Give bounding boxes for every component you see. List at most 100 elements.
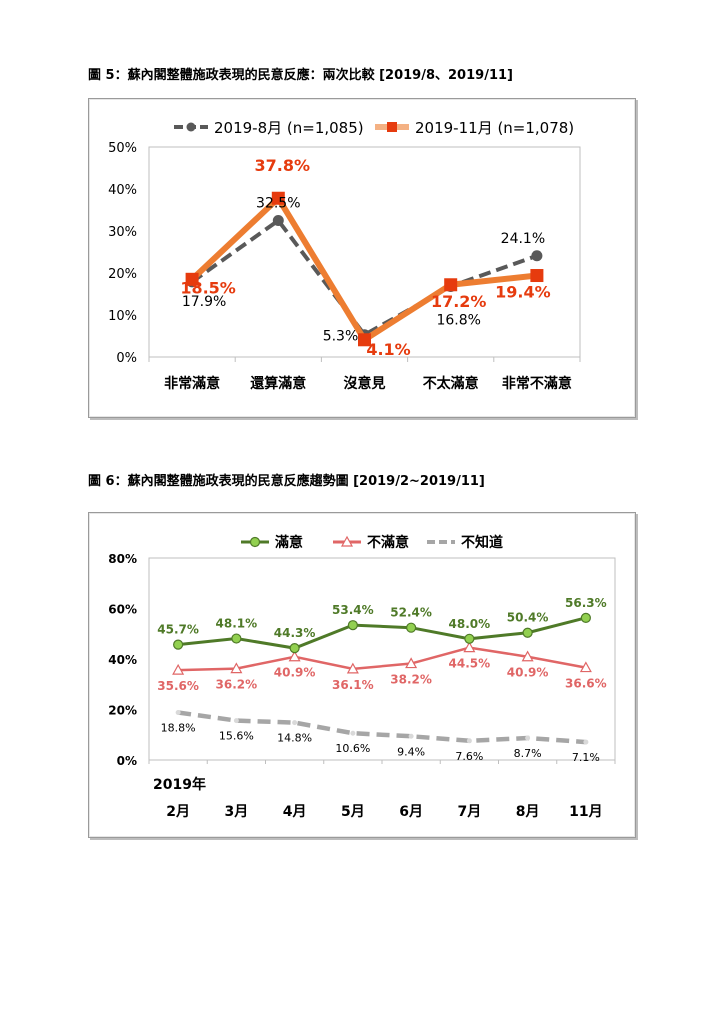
series-satisfied-point [173, 639, 184, 650]
figure-5-chart: 0% 10% 20% 30% 40% 50% 非常滿意 還算滿意 沒意見 不太滿意 非常不滿意 201… [108, 119, 581, 392]
data-label-aug: 24.1% [501, 231, 545, 247]
data-label-dontknow: 18.8% [161, 722, 196, 735]
series-dontknow-line [177, 710, 587, 745]
x-category-label: 4月 [283, 804, 307, 820]
series-dontknow-point [175, 710, 181, 716]
data-label-satisfied: 50.4% [507, 611, 549, 625]
x-category-label: 非常不滿意 [502, 375, 572, 392]
y-tick-label: 10% [108, 309, 137, 324]
series-dontknow-point [292, 720, 298, 726]
series-dontknow-point [525, 735, 531, 741]
figure-6-frame: 0% 20% 40% 60% 80% 2019年 2月 3月 4月 5月 6月 7月 8月 11月 滿意 不滿… [88, 512, 636, 838]
series-aug-point [272, 215, 284, 226]
data-label-dontknow: 7.1% [572, 751, 600, 764]
series-satisfied-point [231, 633, 242, 644]
y-tick-label: 80% [108, 552, 137, 566]
data-label-dissatisfied: 36.1% [332, 678, 374, 692]
x-category-label: 非常滿意 [164, 375, 220, 392]
data-label-dissatisfied: 40.9% [507, 666, 549, 680]
series-satisfied-point [289, 643, 300, 654]
data-label-dontknow: 8.7% [514, 747, 542, 760]
series-satisfied-point [464, 633, 475, 644]
series-nov-point [444, 278, 458, 292]
data-label-dissatisfied: 36.6% [565, 677, 607, 691]
data-label-aug: 16.8% [436, 312, 480, 328]
data-label-aug: 17.9% [182, 294, 226, 310]
data-label-dissatisfied: 35.6% [157, 679, 199, 693]
data-label-nov: 19.4% [495, 283, 551, 302]
data-label-dontknow: 15.6% [219, 730, 254, 743]
y-tick-label: 50% [108, 141, 137, 156]
data-label-satisfied: 53.4% [332, 603, 374, 617]
x-category-label: 不太滿意 [423, 375, 479, 392]
series-satisfied-point [580, 612, 591, 623]
y-tick-label: 60% [108, 603, 137, 617]
y-tick-label: 20% [108, 267, 137, 282]
y-tick-label: 40% [108, 653, 137, 667]
series-dontknow-point [350, 730, 356, 736]
legend-label: 不知道 [461, 534, 503, 551]
y-tick-label: 30% [108, 225, 137, 240]
series-dissatisfied-point [346, 662, 359, 674]
series-satisfied-line [177, 616, 587, 650]
data-label-dissatisfied: 44.5% [449, 657, 491, 671]
series-dissatisfied-line [178, 646, 587, 672]
series-dissatisfied-point [463, 641, 476, 653]
series-aug-point [531, 250, 543, 262]
data-label-satisfied: 48.0% [449, 617, 491, 631]
series-nov-point [185, 272, 199, 286]
x-category-label: 8月 [516, 804, 540, 820]
data-label-dontknow: 14.8% [277, 732, 312, 745]
series-dissatisfied-point [172, 663, 185, 675]
x-category-label: 沒意見 [344, 375, 386, 392]
legend-marker-dissatisfied [340, 535, 354, 547]
series-satisfied-point [522, 627, 533, 638]
series-nov-line [190, 195, 538, 343]
y-tick-label: 40% [108, 183, 137, 198]
series-dissatisfied-point [405, 657, 418, 669]
series-aug-line [190, 218, 538, 337]
x-category-label: 還算滿意 [250, 375, 306, 392]
legend-marker-aug [186, 122, 196, 132]
legend-label: 滿意 [274, 534, 303, 551]
x-category-label: 5月 [341, 804, 365, 820]
y-tick-label: 0% [117, 754, 137, 768]
series-dissatisfied-point [579, 661, 592, 673]
data-label-dissatisfied: 36.2% [216, 678, 258, 692]
data-label-nov: 37.8% [255, 156, 311, 175]
x-category-label: 3月 [225, 804, 249, 820]
series-dontknow-point [408, 733, 414, 739]
x-year-label: 2019年 [153, 776, 206, 793]
x-category-label: 2月 [166, 804, 190, 820]
series-dissatisfied-point [288, 650, 301, 662]
series-dissatisfied-point [521, 650, 534, 662]
data-label-dontknow: 10.6% [335, 742, 370, 755]
data-label-satisfied: 56.3% [565, 596, 607, 610]
plot-area [148, 146, 581, 358]
x-category-label: 7月 [458, 804, 482, 820]
series-nov-point [271, 191, 285, 205]
data-label-aug: 32.5% [256, 196, 300, 212]
legend-label: 2019-11月 (n=1,078) [415, 119, 574, 137]
series-dontknow-point [583, 739, 589, 745]
x-category-label: 11月 [569, 804, 602, 820]
series-satisfied-point [406, 622, 417, 633]
data-label-satisfied: 44.3% [274, 626, 316, 640]
data-label-satisfied: 45.7% [157, 623, 199, 637]
series-dontknow-point [233, 718, 239, 724]
data-label-dissatisfied: 40.9% [274, 666, 316, 680]
data-label-satisfied: 52.4% [390, 606, 432, 620]
series-nov-point [530, 269, 544, 283]
figure-5-frame: 0% 10% 20% 30% 40% 50% 非常滿意 還算滿意 沒意見 不太滿意 非常不滿意 201… [88, 98, 636, 418]
data-label-dissatisfied: 38.2% [390, 673, 432, 687]
legend-label: 不滿意 [367, 534, 409, 551]
series-nov-point [358, 333, 371, 347]
data-label-nov: 18.5% [180, 278, 236, 297]
legend-marker-satisfied [249, 536, 261, 548]
data-label-nov: 17.2% [431, 292, 487, 311]
legend-marker-nov [387, 122, 397, 132]
data-label-aug: 5.3% [323, 329, 359, 345]
series-dissatisfied-point [230, 662, 243, 674]
y-tick-label: 0% [116, 351, 137, 366]
data-label-dontknow: 7.6% [455, 750, 483, 763]
